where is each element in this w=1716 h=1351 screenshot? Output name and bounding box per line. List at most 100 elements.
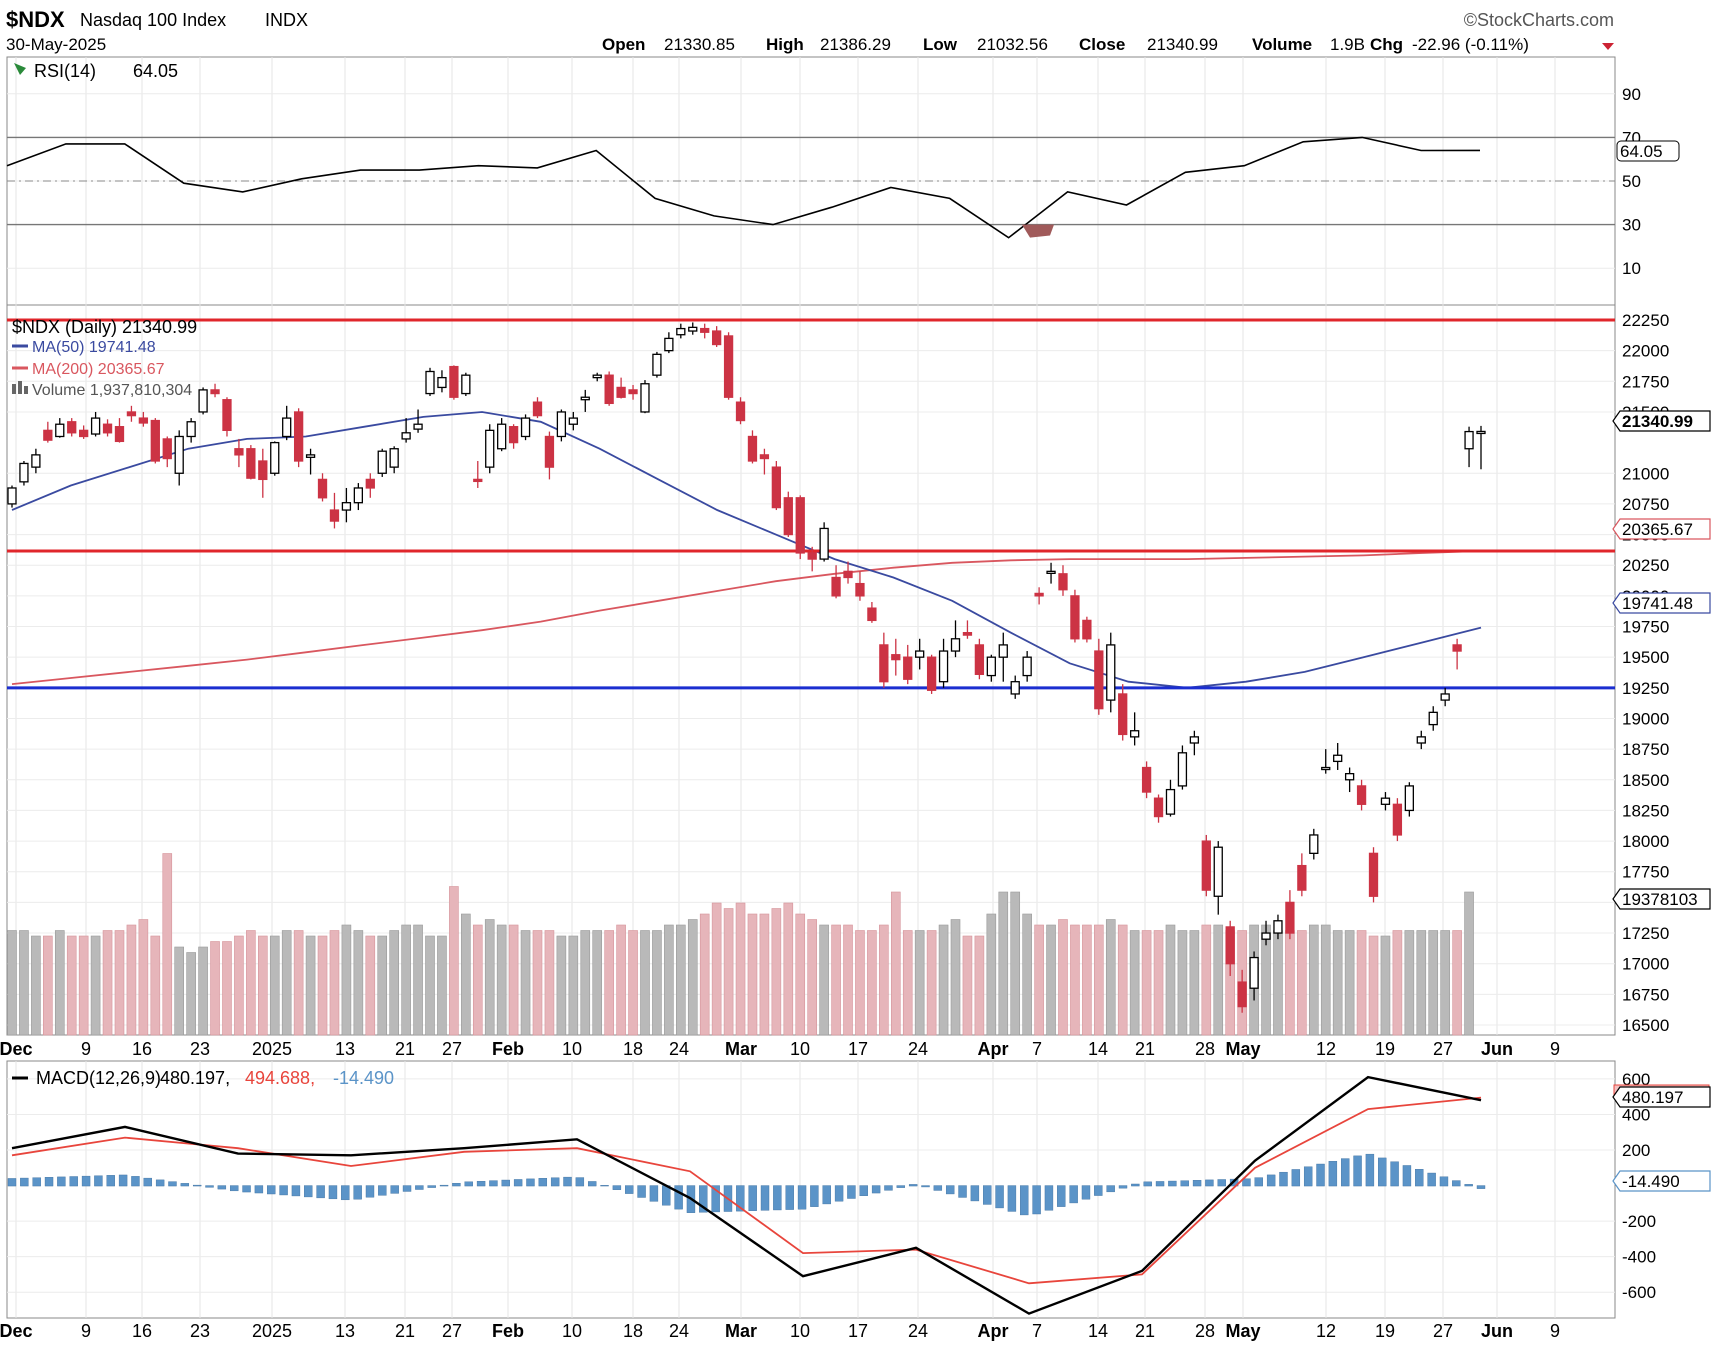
macd-histogram-bar	[674, 1185, 683, 1210]
rsi-value: 64.05	[133, 61, 178, 81]
candle-body	[508, 426, 519, 444]
volume-bar	[234, 935, 244, 1036]
candle-body	[1249, 956, 1259, 989]
candle-body	[950, 638, 961, 652]
candle-body	[520, 417, 531, 438]
close-price-tag: 21340.99	[1622, 412, 1693, 431]
candle-body	[1476, 430, 1486, 435]
close-label: Close	[1079, 35, 1125, 54]
volume-bar	[879, 924, 889, 1036]
macd-histogram-bar	[476, 1180, 486, 1187]
volume-bar	[150, 935, 161, 1036]
macd-histogram-bar	[1032, 1185, 1041, 1215]
x-axis-label: 17	[848, 1039, 868, 1059]
macd-histogram-bar	[1390, 1161, 1399, 1187]
candle-body	[413, 423, 423, 430]
chart-date: 30-May-2025	[6, 35, 106, 54]
macd-hist-tag: -14.490	[1622, 1172, 1680, 1191]
volume-bar	[592, 930, 603, 1036]
volume-bar	[31, 935, 41, 1036]
candle-body	[234, 448, 244, 456]
rsi-oversold-fill	[1022, 224, 1054, 238]
macd-histogram-bar	[44, 1177, 54, 1187]
candle-body	[461, 374, 471, 395]
volume-bar	[461, 913, 471, 1036]
macd-value: 480.197,	[160, 1068, 230, 1088]
macd-histogram-bar	[304, 1185, 313, 1198]
price-tick-label: 18750	[1622, 740, 1669, 759]
volume-bar	[1129, 930, 1140, 1036]
macd-histogram-bar	[1205, 1179, 1214, 1187]
volume-bar	[1452, 930, 1462, 1036]
candle-body	[485, 429, 495, 468]
chg-value: -22.96 (-0.11%)	[1412, 35, 1529, 54]
macd-histogram-bar	[649, 1185, 659, 1202]
macd-histogram-bar	[625, 1185, 634, 1194]
macd-histogram-bar	[365, 1185, 375, 1198]
volume-bar	[90, 935, 101, 1036]
candle-body	[198, 389, 208, 413]
macd-histogram-bar	[1303, 1166, 1313, 1187]
volume-bar	[843, 924, 853, 1036]
price-tick-label: 17250	[1622, 924, 1669, 943]
volume-bar	[114, 930, 125, 1036]
volume-bar	[1368, 935, 1379, 1036]
rsi-line	[6, 136, 1481, 239]
price-tick-label: 16500	[1622, 1016, 1669, 1035]
candle-body	[246, 448, 256, 479]
candle-body	[1153, 797, 1164, 818]
volume-bar	[664, 924, 674, 1036]
macd-histogram-bar	[1069, 1185, 1078, 1204]
macd-histogram-bar	[736, 1185, 745, 1212]
candle-body	[377, 450, 387, 474]
macd-tick-label: -400	[1622, 1248, 1656, 1267]
candle-body	[879, 644, 889, 683]
ma200-tag-box	[1612, 518, 1711, 540]
macd-histogram-bar	[1118, 1185, 1128, 1189]
macd-histogram-bar	[847, 1185, 856, 1199]
macd-histogram-bar	[760, 1185, 770, 1211]
volume-bar	[1440, 930, 1450, 1036]
macd-histogram-bar	[57, 1176, 66, 1187]
candle-body	[700, 327, 710, 333]
brand-watermark[interactable]: ©StockCharts.com	[1464, 10, 1614, 30]
chg-label: Chg	[1370, 35, 1403, 54]
volume-bar	[687, 919, 698, 1036]
x-axis-label: Dec	[0, 1321, 33, 1341]
x-axis-label: May	[1225, 1039, 1260, 1059]
volume-bar	[186, 952, 196, 1036]
candle-body	[353, 487, 363, 504]
candle-body	[305, 454, 316, 458]
candle-body	[1189, 736, 1200, 744]
volume-bar	[819, 924, 829, 1036]
volume-tag-box	[1612, 888, 1711, 910]
macd-histogram-bar	[1007, 1185, 1017, 1212]
macd-histogram-bar	[637, 1185, 646, 1198]
macd-histogram-bar	[1452, 1180, 1461, 1187]
candle-body	[138, 417, 149, 424]
candle-body	[1165, 788, 1176, 815]
volume-bar	[902, 930, 913, 1036]
macd-histogram-bar	[748, 1185, 757, 1211]
volume-bar	[508, 924, 519, 1036]
macd-histogram-bar	[612, 1185, 622, 1190]
macd-tick-label: 400	[1622, 1105, 1650, 1124]
volume-bar	[735, 902, 746, 1036]
candle-body	[1130, 730, 1140, 738]
candle-body	[425, 370, 435, 395]
x-axis-label: 16	[132, 1039, 152, 1059]
x-axis-label: 24	[669, 1039, 689, 1059]
candle-body	[771, 466, 782, 509]
volume-bar	[652, 930, 662, 1036]
candle-body	[317, 478, 328, 499]
candle-body	[67, 421, 77, 434]
volume-bar	[246, 930, 256, 1036]
low-label: Low	[923, 35, 958, 54]
volume-bar	[1213, 924, 1224, 1036]
candle-body	[174, 435, 184, 474]
candle-body	[437, 376, 447, 389]
macd-histogram-bar	[711, 1185, 720, 1213]
volume-bar	[222, 941, 232, 1036]
volume-bar	[604, 930, 614, 1036]
macd-histogram-bar	[118, 1174, 128, 1187]
